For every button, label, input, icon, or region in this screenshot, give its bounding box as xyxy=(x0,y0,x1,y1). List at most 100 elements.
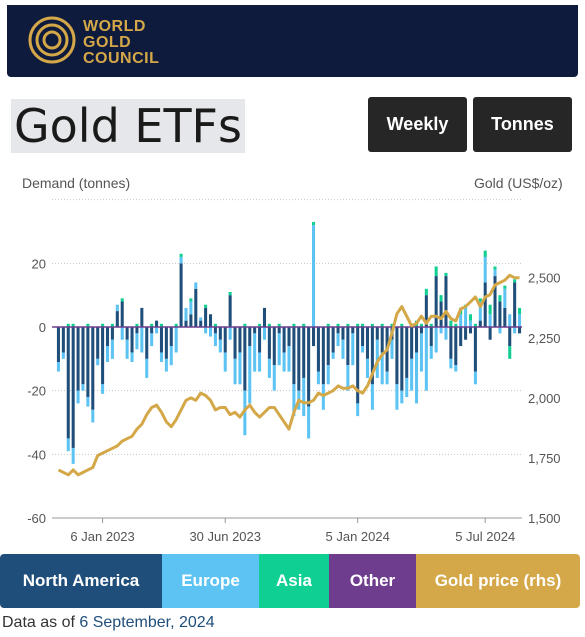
bar-north-america xyxy=(331,327,335,353)
bar-europe xyxy=(155,327,159,334)
bar-europe xyxy=(150,333,154,347)
bar-europe xyxy=(243,390,247,436)
bar-north-america xyxy=(321,327,325,385)
bar-europe xyxy=(125,339,129,359)
wgc-logo[interactable]: WORLD GOLD COUNCIL xyxy=(27,15,187,71)
x-tick-label: 6 Jan 2023 xyxy=(70,529,134,544)
bar-asia xyxy=(361,323,365,327)
legend-asia[interactable]: Asia xyxy=(259,554,329,608)
bar-asia xyxy=(292,323,296,327)
bar-europe xyxy=(488,314,492,327)
bar-asia xyxy=(267,323,271,327)
right-axis-title: Gold (US$/oz) xyxy=(474,175,563,191)
bar-north-america xyxy=(150,327,154,334)
bar-asia xyxy=(380,323,384,327)
bar-north-america xyxy=(218,327,222,340)
y-tick-label: -40 xyxy=(27,447,46,462)
bar-europe xyxy=(312,225,316,327)
bar-north-america xyxy=(410,327,414,359)
bar-north-america xyxy=(56,327,60,363)
bar-north-america xyxy=(140,307,144,327)
bar-europe xyxy=(410,358,414,391)
bar-north-america xyxy=(287,327,291,347)
bar-north-america xyxy=(155,320,159,327)
bar-europe xyxy=(81,384,85,391)
weekly-button[interactable]: Weekly xyxy=(368,97,467,152)
bar-asia xyxy=(493,266,497,270)
bar-europe xyxy=(326,365,330,385)
bar-europe xyxy=(473,371,477,385)
bar-north-america xyxy=(518,327,522,334)
bar-asia xyxy=(390,323,394,327)
legend-gold-price[interactable]: Gold price (rhs) xyxy=(416,554,580,608)
bar-europe xyxy=(356,403,360,417)
bar-europe xyxy=(213,333,217,347)
bar-north-america xyxy=(164,327,168,359)
bar-north-america xyxy=(483,282,487,327)
bar-europe xyxy=(513,327,517,334)
bar-north-america xyxy=(91,327,95,410)
bar-north-america xyxy=(336,327,340,334)
legend-europe[interactable]: Europe xyxy=(162,554,259,608)
y-tick-label: 20 xyxy=(32,256,46,271)
bar-north-america xyxy=(341,327,345,340)
bar-north-america xyxy=(346,327,350,366)
bar-asia xyxy=(439,295,443,302)
bar-europe xyxy=(204,327,208,334)
bar-north-america xyxy=(468,327,473,334)
bar-north-america xyxy=(375,327,379,340)
bar-europe xyxy=(120,327,124,340)
bar-north-america xyxy=(71,327,75,448)
bar-europe xyxy=(380,352,384,385)
bar-europe xyxy=(96,358,100,366)
bar-europe xyxy=(478,301,482,321)
logo-line-3: COUNCIL xyxy=(83,50,160,67)
bar-asia xyxy=(243,323,247,327)
bar-europe xyxy=(375,339,379,378)
bar-europe xyxy=(449,358,453,369)
bar-asia xyxy=(498,295,502,302)
bar-north-america xyxy=(449,327,453,359)
bar-europe xyxy=(179,256,183,264)
tonnes-button[interactable]: Tonnes xyxy=(473,97,572,152)
bar-asia xyxy=(277,323,281,327)
bar-asia xyxy=(468,314,473,321)
bar-asia xyxy=(135,323,139,327)
bar-asia xyxy=(159,323,163,327)
bar-europe xyxy=(302,377,306,417)
y2-tick-label: 2,000 xyxy=(528,391,561,406)
bar-north-america xyxy=(351,327,355,334)
bar-europe xyxy=(228,327,232,340)
bar-europe xyxy=(267,358,271,378)
bar-north-america xyxy=(302,327,306,378)
y-tick-label: -20 xyxy=(27,384,46,399)
bar-north-america xyxy=(194,288,198,327)
bar-europe xyxy=(493,269,497,277)
bar-north-america xyxy=(66,327,70,439)
bar-europe xyxy=(429,346,433,359)
bar-europe xyxy=(115,304,119,312)
bar-north-america xyxy=(415,327,419,353)
bar-north-america xyxy=(228,295,232,327)
bar-europe xyxy=(292,384,296,417)
bar-europe xyxy=(468,320,473,327)
legend-north-america[interactable]: North America xyxy=(0,554,162,608)
bar-north-america xyxy=(81,327,85,385)
legend-other[interactable]: Other xyxy=(329,554,416,608)
bar-europe xyxy=(336,333,340,347)
bar-asia xyxy=(434,266,438,277)
gold-price-line xyxy=(57,273,520,477)
bar-north-america xyxy=(312,327,316,347)
bar-north-america xyxy=(370,327,374,385)
bar-north-america xyxy=(115,311,119,327)
bar-europe xyxy=(464,307,468,327)
bar-europe xyxy=(164,358,168,372)
bar-north-america xyxy=(454,327,458,366)
bar-europe xyxy=(169,346,173,366)
bar-north-america xyxy=(238,327,242,353)
bar-north-america xyxy=(277,327,281,334)
bar-asia xyxy=(508,346,512,359)
y2-tick-label: 2,500 xyxy=(528,271,561,286)
bar-north-america xyxy=(473,327,477,372)
bar-north-america xyxy=(253,327,257,334)
